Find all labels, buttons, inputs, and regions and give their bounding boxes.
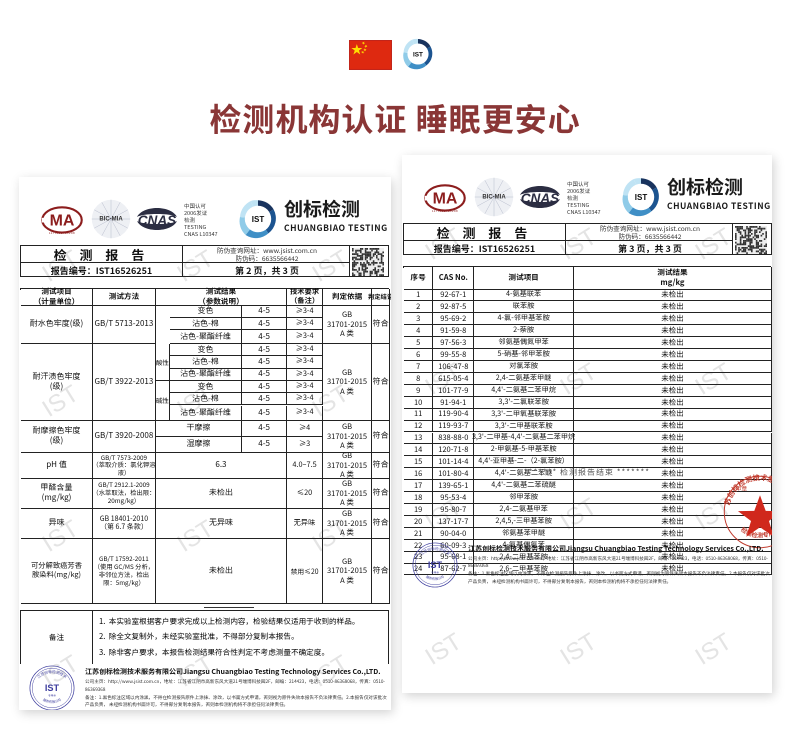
svg-text:IST: IST bbox=[252, 215, 265, 224]
svg-text:BIC-MIA: BIC-MIA bbox=[99, 217, 123, 223]
svg-text:MA: MA bbox=[50, 212, 75, 229]
svg-text:IST: IST bbox=[45, 683, 60, 693]
svg-text:江苏创标检测技术: 江苏创标检测技术 bbox=[419, 545, 450, 556]
svg-text:MA: MA bbox=[433, 190, 458, 207]
svg-text:江苏创标检测技术: 江苏创标检测技术 bbox=[36, 669, 67, 680]
svg-text:IST: IST bbox=[413, 52, 423, 59]
svg-text:1170112400288: 1170112400288 bbox=[49, 231, 75, 235]
svg-text:IST: IST bbox=[428, 559, 443, 569]
svg-text:CNAS: CNAS bbox=[138, 213, 177, 228]
svg-text:BIC-MIA: BIC-MIA bbox=[482, 195, 506, 201]
svg-text:1170112400288: 1170112400288 bbox=[432, 209, 458, 213]
svg-text:印章: 印章 bbox=[736, 483, 748, 492]
svg-text:IST: IST bbox=[635, 193, 648, 202]
svg-text:专用章: 专用章 bbox=[431, 570, 439, 574]
svg-text:服务有限公司: 服务有限公司 bbox=[425, 573, 444, 580]
svg-text:专用章: 专用章 bbox=[48, 693, 56, 697]
svg-text:CNAS: CNAS bbox=[521, 191, 560, 206]
svg-text:服务有限公司: 服务有限公司 bbox=[42, 697, 61, 704]
